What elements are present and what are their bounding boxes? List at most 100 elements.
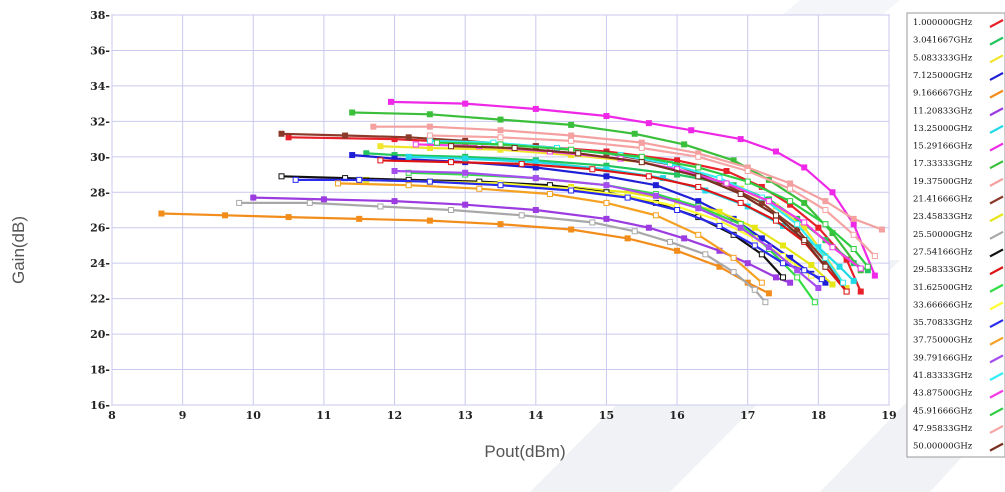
legend-label: 25.50000GHz [913,230,973,240]
data-point [349,109,356,116]
legend-swatch [989,71,1004,81]
x-tick-label: 19 [881,409,896,422]
data-point [462,201,469,208]
data-point [822,207,829,213]
data-point [285,214,292,221]
series-15.29166GHz [388,98,878,279]
legend-label: 37.75000GHz [913,336,973,346]
y-tick-label: 24- [90,257,110,270]
data-point [850,215,857,222]
series-line [253,196,791,284]
data-point [801,237,808,244]
legend-label: 50.00000GHz [913,442,973,452]
data-point [723,180,730,187]
data-point [674,171,681,178]
data-point [532,175,539,182]
data-point [737,136,744,143]
x-tick-label: 13 [458,409,473,422]
data-point [624,235,631,242]
data-point [222,212,229,219]
data-point [840,279,847,286]
data-point [787,180,794,187]
series-50.00000GHz [448,143,829,270]
legend-swatch [989,336,1004,346]
x-tick-label: 10 [246,409,262,422]
x-tick-label: 17 [740,409,755,422]
data-point [822,254,829,261]
data-point [518,212,525,219]
data-point [818,276,825,283]
data-point [575,150,582,157]
x-tick-label: 12 [387,409,402,422]
data-point [780,260,787,267]
data-point [794,221,801,228]
legend-swatch [989,301,1004,311]
legend-swatch [989,230,1004,240]
legend-swatch [989,424,1004,434]
legend-label: 9.166667GHz [913,89,973,99]
data-point [850,277,857,284]
series-line [429,134,876,257]
data-point [426,178,433,185]
data-point [652,212,659,219]
series-45.91666GHz [433,139,871,270]
x-axis-ticks: 8 9 10 11 12 13 14 15 16 17 18 19 [108,409,896,422]
data-point [426,132,433,139]
data-point [772,217,779,224]
data-point [737,199,744,206]
data-point [688,127,695,134]
series-39.79166GHz [391,168,822,291]
data-point [405,182,412,189]
data-point [568,226,575,233]
data-point [497,221,504,228]
y-tick-label: 30- [90,151,110,164]
legend: 1.000000GHz 3.041667GHz 5.083333GHz 7.12500… [913,18,1004,452]
data-point [532,207,539,213]
data-point [320,196,327,203]
data-point [829,281,836,288]
legend-swatch [989,283,1004,293]
legend-swatch [989,19,1004,28]
data-point [864,263,871,270]
legend-label: 47.95833GHz [913,424,973,434]
legend-label: 7.125000GHz [913,71,973,81]
legend-swatch [989,372,1004,381]
data-point [631,130,638,137]
data-point [681,235,688,242]
data-point [758,279,765,286]
data-point [292,176,299,183]
data-point [751,286,758,293]
data-point [349,152,356,159]
data-point [801,219,808,226]
legend-label: 17.33333GHz [913,159,973,169]
data-point [462,169,469,176]
legend-swatch [989,266,1004,276]
legend-swatch [989,177,1004,187]
data-point [723,168,730,174]
legend-swatch [989,124,1004,134]
data-point [638,139,645,146]
data-point [695,173,702,180]
data-point [645,224,652,231]
data-point [603,173,610,180]
data-point [426,137,433,144]
data-point [278,130,285,137]
y-axis-ticks: 16- 18- 20- 22- 24- 26- 28- 30- 32- 34- 36- 38- [90,9,110,412]
data-point [342,132,349,139]
legend-label: 11.20833GHz [913,106,973,116]
data-point [765,244,772,251]
data-point [546,191,553,198]
data-point [744,178,751,185]
series-line [436,141,869,268]
y-tick-label: 36- [90,44,110,57]
data-point [652,192,659,199]
legend-swatch [989,442,1004,452]
data-point [511,144,518,151]
data-point [589,219,596,226]
data-point [497,116,504,123]
data-point [815,285,822,291]
data-point [236,199,243,206]
data-point [850,231,857,238]
series-line [390,100,876,277]
